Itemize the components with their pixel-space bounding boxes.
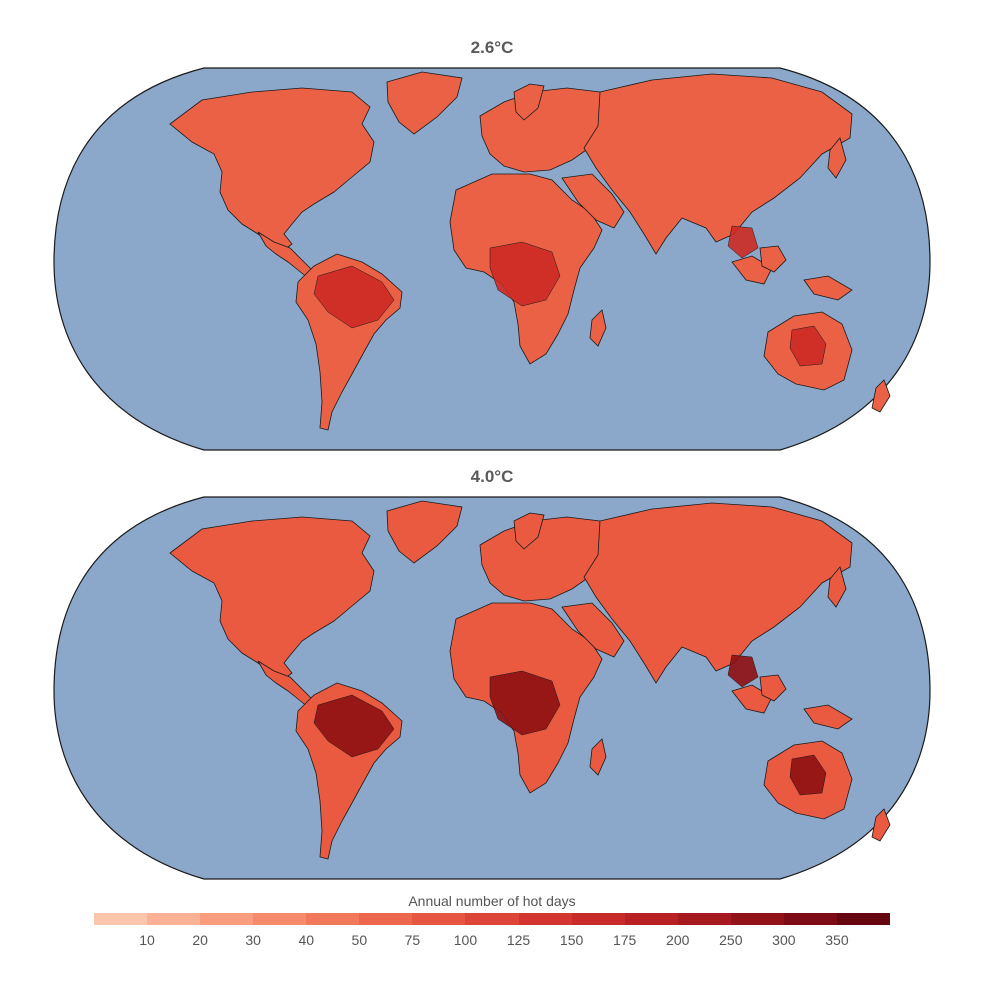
- legend-tick: 75: [404, 932, 421, 948]
- legend-swatch: [147, 913, 201, 925]
- legend-tick: 50: [351, 932, 368, 948]
- legend-swatch: [200, 913, 254, 925]
- world-map-4-0c: [53, 496, 931, 880]
- legend-swatch: [306, 913, 360, 925]
- landmass-northAmerica: [169, 516, 375, 680]
- legend-swatch: [730, 913, 784, 925]
- landmass-newGuinea: [803, 275, 853, 301]
- map-title-4-0c: 4.0°C: [470, 467, 514, 486]
- landmass-newZealand: [871, 379, 891, 413]
- landmass-northAmerica: [169, 87, 375, 251]
- hot-region-amazonHot: [313, 265, 395, 329]
- legend-swatch: [836, 913, 890, 925]
- legend-swatch: [783, 913, 837, 925]
- landmass-newZealand: [871, 808, 891, 842]
- landmass-japan: [827, 137, 847, 179]
- legend-swatch: [412, 913, 466, 925]
- hot-region-amazonHot: [313, 694, 395, 758]
- legend-tick: 350: [825, 932, 849, 948]
- hot-region-congoHot: [489, 241, 561, 307]
- map-title-2-6c: 2.6°C: [470, 38, 514, 57]
- hot-region-ausHot: [789, 754, 827, 796]
- hot-region-ausHot: [789, 325, 827, 367]
- legend-swatch: [465, 913, 519, 925]
- legend-tick: 100: [453, 932, 478, 948]
- legend-swatch: [571, 913, 625, 925]
- landmass-madagascar: [589, 309, 607, 347]
- landmass-asia: [583, 502, 853, 684]
- legend-tick: 125: [506, 932, 531, 948]
- landmass-greenland: [386, 500, 463, 564]
- hot-region-congoHot: [489, 670, 561, 736]
- landmass-greenland: [386, 71, 463, 135]
- hot-region-seAsiaHot: [727, 654, 759, 688]
- landmass-arabia: [561, 602, 625, 658]
- landmass-asia: [583, 73, 853, 255]
- legend-tick: 20: [192, 932, 208, 948]
- legend-tick: 150: [559, 932, 584, 948]
- legend-swatch: [518, 913, 572, 925]
- landmass-arabia: [561, 173, 625, 229]
- legend-tick-labels: 10 20 30 40 50 75 100 125 150 175 200 250 300 350: [94, 932, 890, 952]
- landmass-scandinavia: [513, 83, 545, 121]
- legend-tick: 250: [719, 932, 743, 948]
- legend-title: Annual number of hot days: [408, 893, 576, 909]
- landmass-borneo: [759, 674, 787, 702]
- legend-swatch: [253, 913, 307, 925]
- world-map-2-6c: [53, 67, 931, 451]
- landmass-scandinavia: [513, 512, 545, 550]
- landmass-newGuinea: [803, 704, 853, 730]
- legend-tick: 200: [666, 932, 690, 948]
- legend-swatch: [359, 913, 413, 925]
- landmass-madagascar: [589, 738, 607, 776]
- legend-swatch: [677, 913, 731, 925]
- hot-region-seAsiaHot: [727, 225, 759, 259]
- legend-tick: 175: [612, 932, 637, 948]
- legend-tick: 300: [772, 932, 796, 948]
- legend-color-bar: [94, 913, 890, 925]
- legend-tick: 40: [298, 932, 315, 948]
- legend-tick: 10: [139, 932, 155, 948]
- legend-swatch: [624, 913, 678, 925]
- legend-swatch: [94, 913, 148, 925]
- legend-tick: 30: [245, 932, 261, 948]
- landmass-japan: [827, 566, 847, 608]
- landmass-borneo: [759, 245, 787, 273]
